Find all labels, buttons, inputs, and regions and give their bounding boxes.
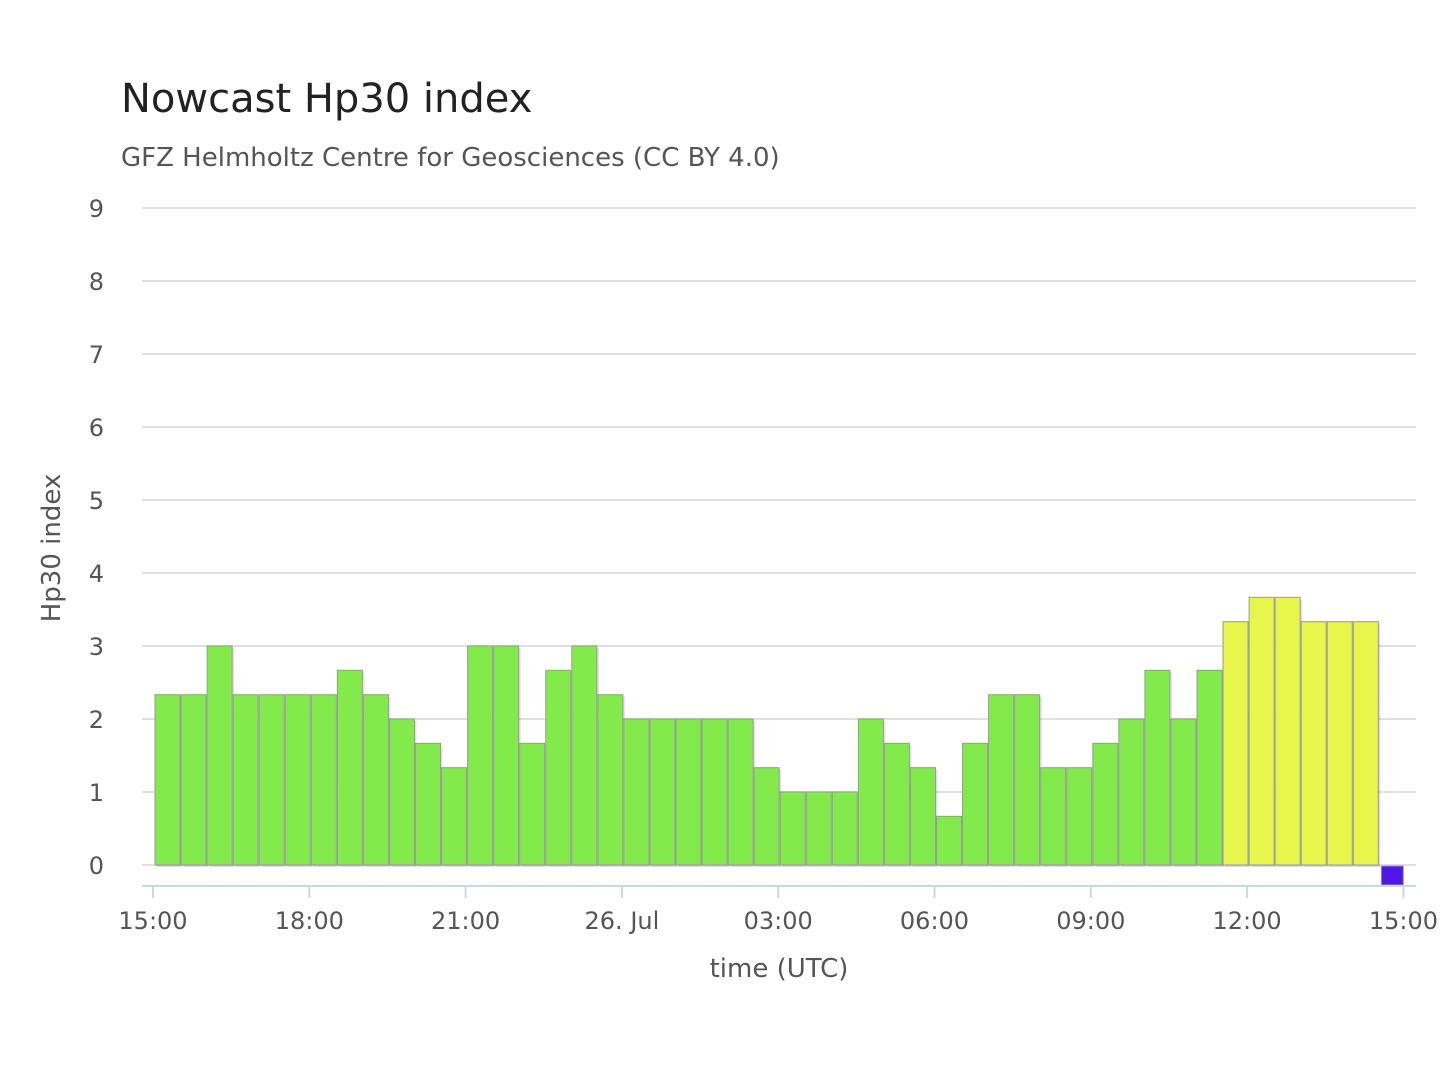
bar[interactable] (154, 694, 181, 866)
bar[interactable] (779, 791, 806, 866)
bar[interactable] (310, 694, 337, 866)
bar[interactable] (1274, 596, 1301, 866)
bar[interactable] (441, 767, 468, 866)
bar[interactable] (1092, 742, 1119, 866)
bar[interactable] (336, 669, 363, 866)
y-tick-label: 6 (89, 414, 104, 442)
bar[interactable] (362, 694, 389, 866)
bar[interactable] (1222, 621, 1249, 866)
bar[interactable] (415, 742, 441, 866)
bar[interactable] (727, 718, 754, 866)
bar[interactable] (831, 791, 858, 866)
bar[interactable] (1040, 767, 1067, 866)
bar[interactable] (545, 669, 572, 866)
x-tick-label: 06:00 (900, 907, 969, 935)
bar[interactable] (180, 694, 207, 866)
y-tick-label: 7 (89, 341, 104, 369)
bar[interactable] (701, 718, 728, 866)
bar[interactable] (675, 718, 702, 866)
bar[interactable] (936, 815, 962, 866)
bars (154, 596, 1404, 886)
y-tick-label: 9 (89, 195, 104, 223)
y-axis-title: Hp30 index (37, 474, 67, 623)
bar[interactable] (857, 718, 884, 866)
bar[interactable] (805, 791, 832, 866)
bar[interactable] (1066, 767, 1093, 866)
chart-subtitle: GFZ Helmholtz Centre for Geosciences (CC… (121, 143, 780, 173)
bar[interactable] (493, 645, 520, 866)
y-tick-label: 4 (89, 560, 104, 588)
bar[interactable] (597, 694, 624, 866)
bar[interactable] (1118, 718, 1145, 866)
y-tick-label: 8 (89, 268, 104, 296)
y-tick-label: 1 (89, 779, 104, 807)
bar[interactable] (1326, 621, 1353, 866)
bar[interactable] (284, 694, 311, 866)
bar[interactable] (988, 694, 1015, 866)
y-axis-ticks: 0 1 2 3 4 5 6 7 8 9 (89, 195, 104, 880)
bar[interactable] (1196, 669, 1223, 866)
bar[interactable] (1014, 694, 1041, 866)
bar[interactable] (1144, 669, 1171, 866)
bar[interactable] (206, 645, 233, 866)
bar[interactable] (1300, 621, 1327, 866)
x-tick-label: 15:00 (1369, 907, 1438, 935)
bar[interactable] (623, 718, 650, 866)
y-tick-label: 5 (89, 487, 104, 515)
x-tick-label: 03:00 (744, 907, 813, 935)
x-tick-label: 15:00 (118, 907, 187, 935)
bar[interactable] (883, 742, 910, 866)
bar[interactable] (1170, 718, 1197, 866)
bar[interactable] (519, 742, 546, 866)
y-tick-label: 2 (89, 706, 104, 734)
x-tick-label: 21:00 (431, 907, 500, 935)
x-axis: 15:00 18:00 21:00 26. Jul 03:00 06:00 09:00 12:… (118, 885, 1438, 935)
x-tick-label: 12:00 (1213, 907, 1282, 935)
x-tick-label: 18:00 (275, 907, 344, 935)
chart-title: Nowcast Hp30 index (121, 76, 533, 122)
bar[interactable] (232, 694, 259, 866)
bar[interactable] (649, 718, 676, 866)
y-tick-label: 3 (89, 633, 104, 661)
y-tick-label: 0 (89, 852, 104, 880)
bar[interactable] (388, 718, 415, 866)
bar[interactable] (1248, 596, 1275, 866)
x-axis-title: time (UTC) (710, 954, 849, 984)
x-tick-label: 09:00 (1056, 907, 1125, 935)
bar[interactable] (962, 742, 989, 866)
bar[interactable] (1352, 621, 1379, 866)
bar[interactable] (909, 767, 936, 866)
bar[interactable] (467, 645, 494, 866)
bar[interactable] (1380, 865, 1404, 886)
bar[interactable] (753, 767, 780, 866)
bar[interactable] (258, 694, 285, 866)
x-tick-label: 26. Jul (585, 907, 660, 935)
bar[interactable] (571, 645, 598, 866)
gridlines (142, 207, 1416, 866)
